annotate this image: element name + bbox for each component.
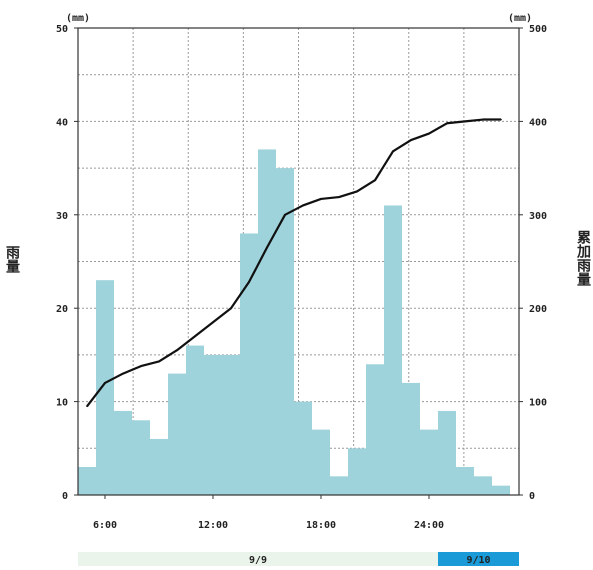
x-tick-label: 6:00 — [93, 520, 117, 531]
rain-bar — [330, 476, 348, 495]
rain-bar — [168, 373, 186, 495]
cumulative-point — [122, 372, 124, 375]
rain-bar — [474, 476, 492, 495]
date-segment — [438, 552, 519, 566]
cumulative-point — [176, 349, 178, 352]
left-tick-label: 10 — [56, 398, 68, 409]
left-axis-ticks: 0 10 20 30 40 50 — [56, 24, 78, 502]
rain-bar — [420, 429, 438, 495]
left-tick-label: 30 — [56, 211, 68, 222]
rain-bar — [258, 149, 276, 496]
x-axis-ticks: 6:00 12:00 18:00 24:00 — [93, 495, 444, 531]
date-segment — [78, 552, 438, 566]
cumulative-point — [482, 118, 484, 121]
cumulative-point — [392, 150, 394, 153]
rain-bar — [204, 354, 222, 495]
cumulative-point — [446, 122, 448, 125]
cumulative-point — [302, 204, 304, 207]
rain-bar — [366, 364, 384, 495]
cumulative-point — [266, 246, 268, 249]
hourly-rainfall-bars — [78, 149, 510, 496]
right-tick-label: 100 — [529, 398, 547, 409]
cumulative-point — [500, 118, 502, 121]
rain-bar — [186, 345, 204, 495]
cumulative-point — [230, 307, 232, 310]
rain-bar — [150, 438, 168, 495]
left-axis-title: 雨量 — [4, 245, 20, 274]
rain-bar — [276, 168, 294, 495]
right-tick-label: 500 — [529, 24, 547, 35]
date-label: 9/10 — [466, 555, 490, 566]
right-tick-label: 0 — [529, 491, 535, 502]
rain-bar — [294, 401, 312, 495]
rain-bar — [348, 448, 366, 495]
cumulative-point — [104, 382, 106, 384]
rain-bar — [132, 420, 150, 495]
left-tick-label: 0 — [62, 491, 68, 502]
date-label: 9/9 — [249, 555, 267, 566]
right-tick-label: 300 — [529, 211, 547, 222]
cumulative-point — [464, 120, 466, 123]
cumulative-point — [284, 214, 286, 216]
cumulative-point — [374, 179, 376, 182]
x-tick-label: 18:00 — [306, 520, 336, 531]
cumulative-rainfall-line — [86, 118, 502, 408]
rain-bar — [492, 485, 510, 495]
rain-bar — [240, 233, 258, 496]
cumulative-point — [212, 321, 214, 324]
right-axis-unit: (mm) — [508, 13, 532, 24]
cumulative-point — [158, 360, 160, 363]
right-tick-label: 400 — [529, 117, 547, 128]
x-tick-label: 24:00 — [414, 520, 444, 531]
rain-bar — [222, 354, 240, 495]
rain-bar — [384, 205, 402, 495]
cumulative-point — [410, 139, 412, 141]
cumulative-point — [320, 198, 322, 200]
rain-bar — [312, 429, 330, 495]
cumulative-point — [428, 132, 430, 135]
rain-bar — [96, 280, 114, 495]
rain-bar — [402, 382, 420, 495]
plot-border — [77, 27, 520, 496]
left-tick-label: 40 — [56, 117, 68, 128]
x-tick-label: 12:00 — [198, 520, 228, 531]
rain-bar — [78, 466, 96, 495]
date-bar: 9/9 9/10 — [78, 552, 519, 566]
right-axis-title: 累加雨量 — [575, 230, 592, 287]
left-tick-label: 50 — [56, 24, 68, 35]
rain-bar — [114, 410, 132, 495]
left-axis-unit: (mm) — [66, 13, 90, 24]
left-tick-label: 20 — [56, 304, 68, 315]
cumulative-point — [248, 281, 250, 283]
right-tick-label: 200 — [529, 304, 547, 315]
rain-bar — [438, 410, 456, 495]
cumulative-point — [338, 196, 340, 198]
grid — [78, 28, 519, 495]
rain-bar — [456, 466, 474, 495]
plot-frame — [77, 27, 520, 496]
cumulative-line — [86, 118, 501, 407]
cumulative-point — [356, 190, 358, 193]
cumulative-point — [194, 335, 196, 338]
right-axis-ticks: 0 100 200 300 400 500 — [519, 24, 547, 502]
cumulative-point — [86, 405, 88, 408]
cumulative-point — [140, 365, 142, 367]
